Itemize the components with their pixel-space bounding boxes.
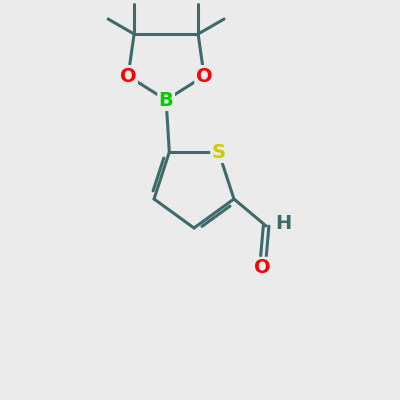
Text: O: O xyxy=(120,66,136,86)
Text: S: S xyxy=(212,142,226,162)
Text: O: O xyxy=(196,66,212,86)
Text: B: B xyxy=(159,90,174,110)
Text: H: H xyxy=(275,214,291,234)
Text: O: O xyxy=(254,258,271,277)
